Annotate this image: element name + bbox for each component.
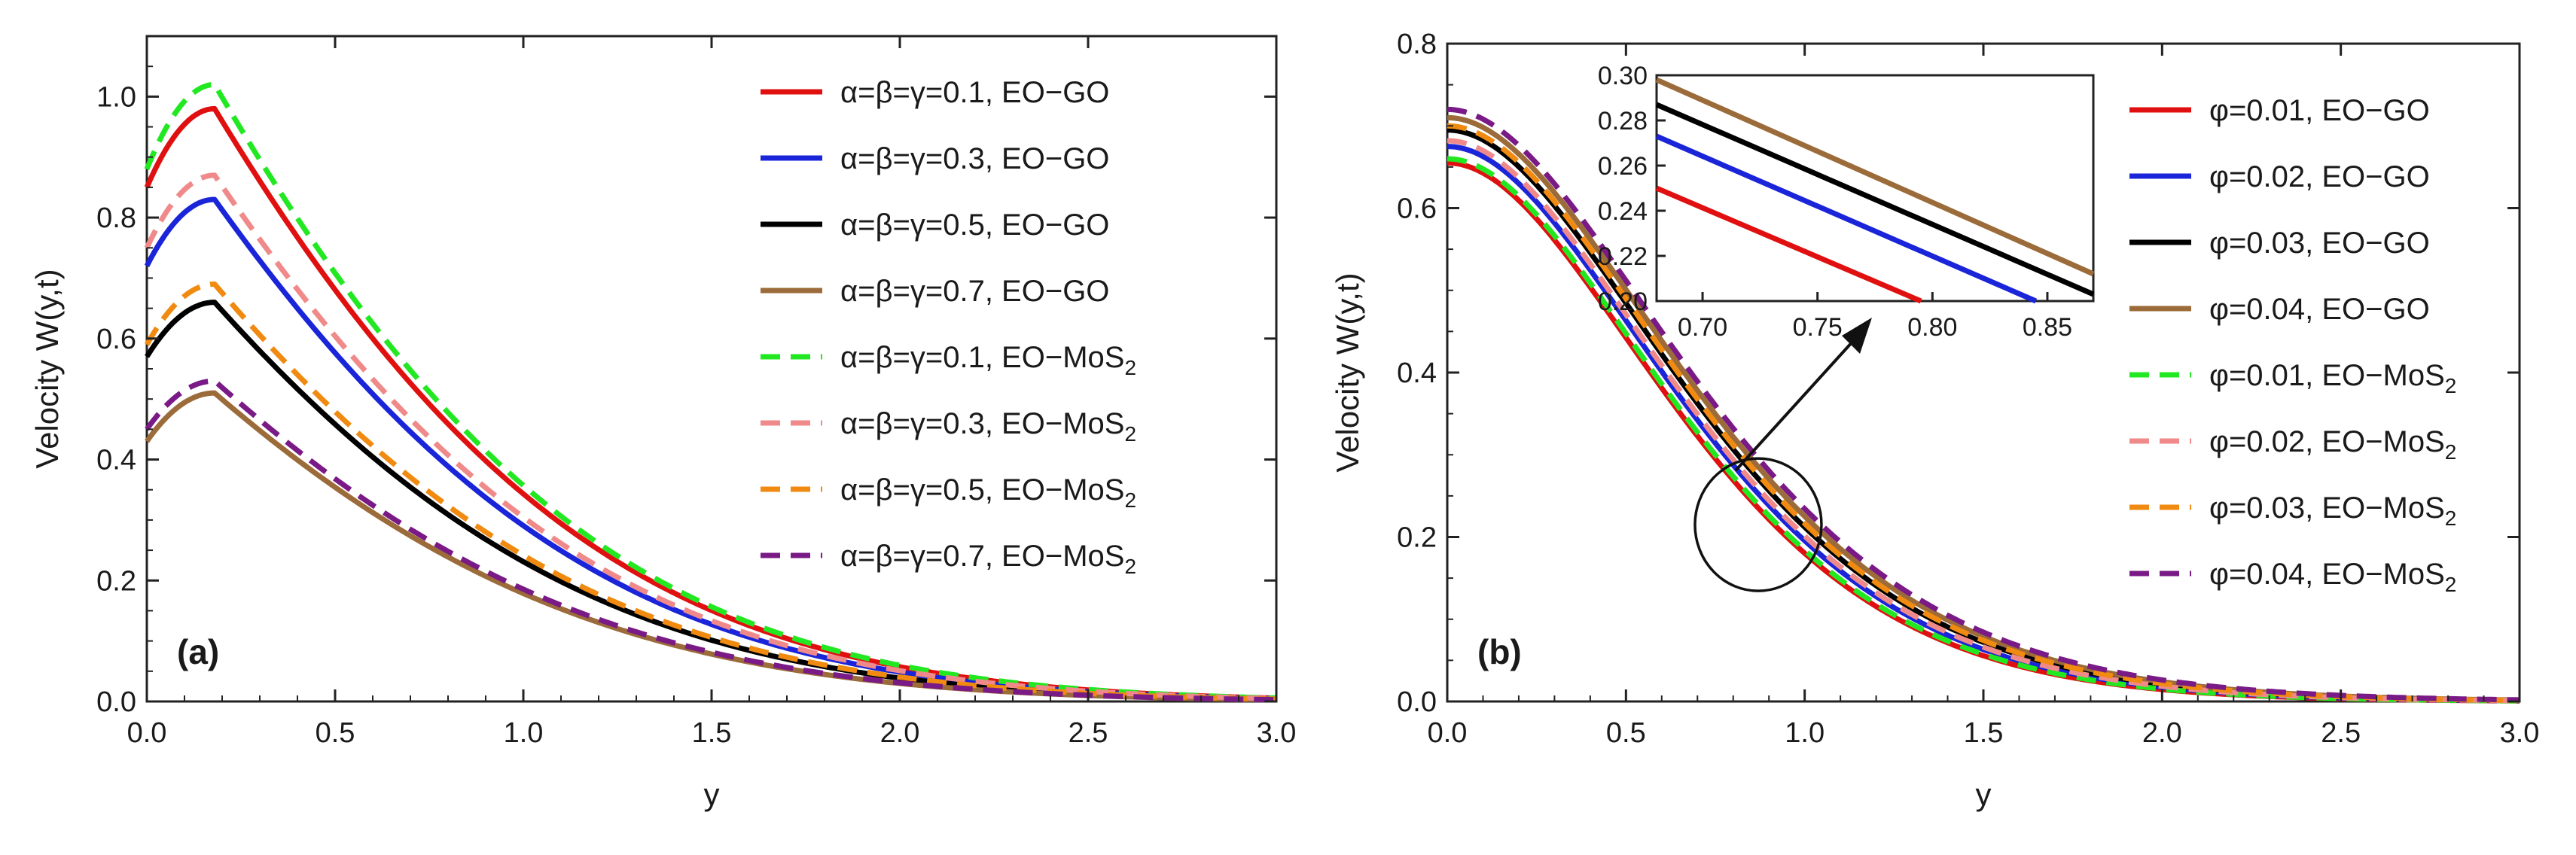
x-tick-label: 0.0 [127,717,167,749]
legend-label: φ=0.02, EO−GO [2209,160,2430,193]
y-axis-label: Velocity W(y,t) [29,269,65,468]
y-tick-label: 0.4 [96,445,136,476]
legend-label: α=β=γ=0.3, EO−MoS2 [840,407,1136,446]
legend-label-text: α=β=γ=0.1, EO−MoS [840,341,1124,374]
legend-label-subscript: 2 [2445,573,2457,596]
y-tick-label: 0.2 [96,565,136,597]
inset-series-line [1655,102,2095,297]
x-tick-label: 0.5 [316,717,355,749]
y-tick-label: 0.6 [1397,193,1437,225]
inset-series-line [1655,185,1922,304]
y-tick-label: 0.0 [1397,686,1437,718]
legend-label: α=β=γ=0.7, EO−MoS2 [840,540,1136,578]
legend-label-text: φ=0.04, EO−GO [2209,293,2430,326]
x-tick-label: 3.0 [1257,717,1297,749]
legend-label-text: α=β=γ=0.3, EO−MoS [840,407,1124,440]
x-axis-label: y [1976,777,1992,812]
legend-label-text: φ=0.03, EO−MoS [2209,491,2445,525]
legend-label: α=β=γ=0.1, EO−GO [840,76,1109,109]
legend-label: φ=0.03, EO−MoS2 [2209,491,2456,530]
x-tick-label: 1.0 [1785,717,1825,749]
legend-label: α=β=γ=0.5, EO−GO [840,208,1109,242]
inset-x-tick-label: 0.70 [1678,313,1727,342]
legend-label: α=β=γ=0.5, EO−MoS2 [840,473,1136,512]
y-tick-label: 0.2 [1397,522,1437,554]
legend-label-text: φ=0.03, EO−GO [2209,227,2430,260]
legend-label: φ=0.01, EO−GO [2209,94,2430,127]
inset-x-tick-label: 0.80 [1907,313,1957,342]
legend-label-text: α=β=γ=0.5, EO−MoS [840,473,1124,507]
legend-label-text: φ=0.02, EO−GO [2209,160,2430,193]
y-tick-label: 0.8 [1397,29,1437,60]
legend-label: φ=0.04, EO−MoS2 [2209,558,2456,596]
legend-label-subscript: 2 [2445,507,2457,530]
x-tick-label: 0.0 [1428,717,1468,749]
legend-label-text: α=β=γ=0.5, EO−GO [840,208,1109,242]
legend-label: α=β=γ=0.1, EO−MoS2 [840,341,1136,379]
inset-y-tick-label: 0.26 [1598,152,1648,181]
inset-y-tick-label: 0.28 [1598,107,1648,135]
legend-label-subscript: 2 [1124,422,1136,446]
y-tick-label: 0.6 [96,324,136,355]
x-tick-label: 1.0 [504,717,544,749]
y-tick-label: 1.0 [96,81,136,113]
inset-y-tick-label: 0.24 [1598,197,1648,226]
legend-label-text: α=β=γ=0.7, EO−MoS [840,540,1124,573]
legend-label-subscript: 2 [1124,356,1136,379]
legend-label-text: α=β=γ=0.1, EO−GO [840,76,1109,109]
zoom-arrow-head [1842,318,1872,354]
x-axis-label: y [704,777,720,812]
legend-label: φ=0.01, EO−MoS2 [2209,359,2456,397]
inset-y-tick-label: 0.20 [1598,288,1648,316]
series-line [144,81,1277,701]
inset-series-line [1655,133,2038,304]
y-tick-label: 0.0 [96,686,136,718]
legend-label: φ=0.03, EO−GO [2209,227,2430,260]
legend-label-text: φ=0.01, EO−GO [2209,94,2430,127]
legend-label-subscript: 2 [1124,488,1136,512]
legend-label: φ=0.02, EO−MoS2 [2209,425,2456,464]
legend-label: α=β=γ=0.3, EO−GO [840,142,1109,175]
inset-x-tick-label: 0.75 [1793,313,1843,342]
x-tick-label: 2.5 [1069,717,1108,749]
panel-b-chart: 0.0 0.5 1.0 1.5 2.0 2.5 3.0 0.0 0.2 0.4 0.6 0.8 y Vel… [1330,29,2539,812]
y-axis-label: Velocity W(y,t) [1330,272,1365,472]
legend-label-subscript: 2 [1124,555,1136,578]
x-tick-label: 1.5 [692,717,732,749]
legend-label-text: φ=0.01, EO−MoS [2209,359,2445,392]
zoom-arrow-line [1734,339,1855,472]
x-tick-label: 1.5 [1964,717,2004,749]
x-tick-label: 3.0 [2500,717,2540,749]
legend-label-text: φ=0.02, EO−MoS [2209,425,2445,458]
zoom-circle [1693,457,1823,592]
legend-label-text: φ=0.04, EO−MoS [2209,558,2445,591]
x-tick-label: 2.0 [880,717,920,749]
legend-label: φ=0.04, EO−GO [2209,293,2430,326]
inset-x-tick-label: 0.85 [2023,313,2072,342]
legend-label: α=β=γ=0.7, EO−GO [840,275,1109,308]
panel-label: (a) [177,632,219,671]
inset-series-line [1655,77,2095,277]
panel-label: (b) [1477,632,1522,671]
x-tick-label: 0.5 [1606,717,1646,749]
series-line [144,172,1277,701]
x-tick-label: 2.5 [2321,717,2361,749]
inset-y-tick-label: 0.22 [1598,242,1648,271]
legend-label-text: α=β=γ=0.3, EO−GO [840,142,1109,175]
series-line [1447,156,2520,704]
legend-label-text: α=β=γ=0.7, EO−GO [840,275,1109,308]
inset-y-tick-label: 0.30 [1598,62,1648,90]
legend-label-subscript: 2 [2445,440,2457,464]
x-tick-label: 2.0 [2142,717,2182,749]
y-tick-label: 0.4 [1397,358,1437,389]
legend-label-subscript: 2 [2445,374,2457,397]
panel-a-chart: 0.0 0.5 1.0 1.5 2.0 2.5 3.0 0.0 0.2 0.4 0.6 0.8 1.0 y… [29,35,1297,812]
y-tick-label: 0.8 [96,202,136,234]
